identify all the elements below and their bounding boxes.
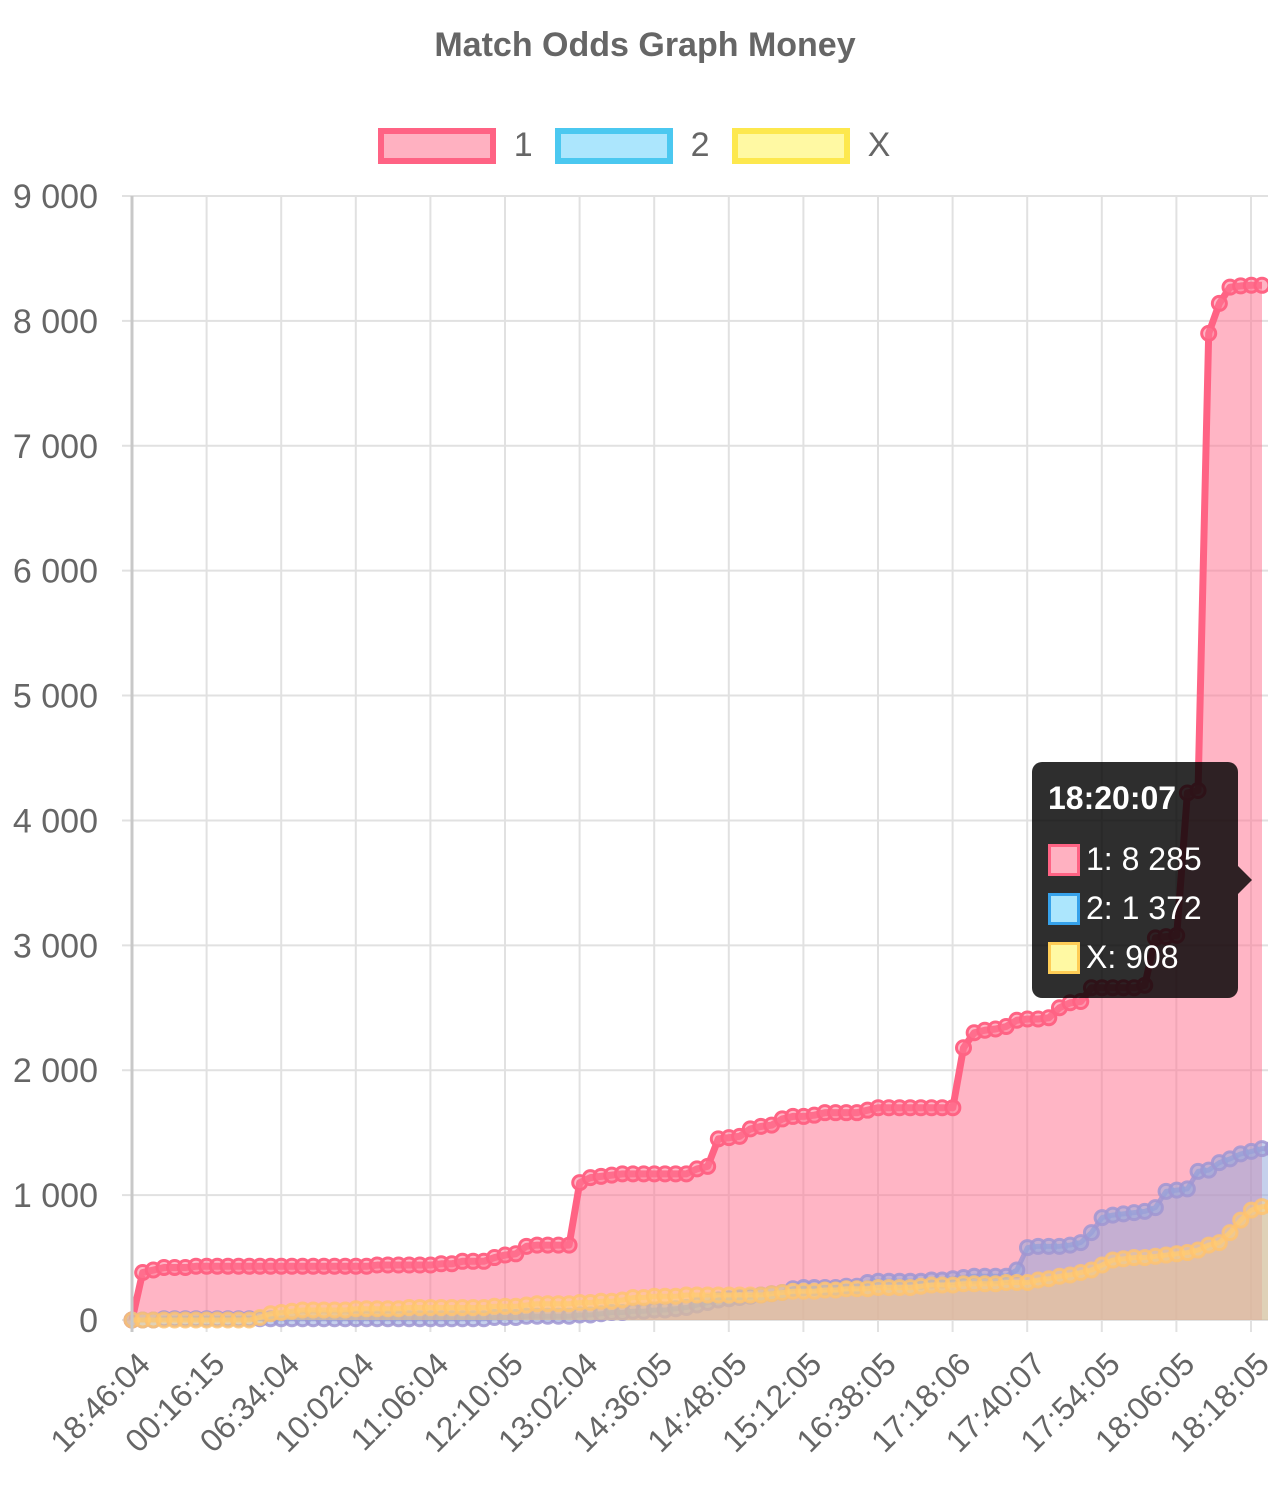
y-tick-label: 3 000 — [13, 927, 98, 965]
series-point-2 — [1253, 1140, 1268, 1158]
legend-swatch-1 — [377, 127, 496, 164]
legend-swatch-2 — [554, 127, 673, 164]
tooltip-row-1: 1: 8 285 — [1048, 835, 1222, 884]
legend-item-1[interactable]: 1 — [377, 126, 533, 165]
series-area-1 — [132, 285, 1262, 1321]
chart-title: Match Odds Graph Money — [434, 26, 856, 64]
series-point-1 — [560, 1236, 578, 1254]
series-point-X — [1253, 1198, 1268, 1216]
series-point-1 — [944, 1099, 962, 1117]
series-point-1 — [699, 1157, 717, 1175]
legend-label-2: 2 — [690, 126, 710, 164]
series-point-1 — [1253, 276, 1268, 294]
series-point-1 — [955, 1039, 973, 1057]
series-point-2 — [1072, 1234, 1090, 1252]
tooltip-swatch-2 — [1048, 892, 1080, 925]
y-tick-label: 8 000 — [13, 303, 98, 341]
tooltip-swatch-x — [1048, 941, 1080, 974]
y-tick-label: 0 — [79, 1302, 98, 1340]
legend-item-x[interactable]: X — [731, 126, 891, 165]
series-point-1 — [1040, 1009, 1058, 1027]
series-point-1 — [1200, 324, 1218, 342]
y-tick-label: 9 000 — [13, 178, 98, 216]
series-point-2 — [1008, 1261, 1026, 1279]
series-point-X — [1232, 1211, 1250, 1229]
y-tick-label: 2 000 — [13, 1052, 98, 1090]
area-layer — [123, 276, 1268, 1329]
legend-label-x: X — [867, 126, 891, 164]
legend-swatch-x — [731, 127, 850, 164]
y-tick-label: 7 000 — [13, 428, 98, 466]
tooltip-label-x: X: 908 — [1086, 939, 1179, 975]
y-tick-label: 5 000 — [13, 678, 98, 716]
series-point-2 — [1082, 1224, 1100, 1242]
tooltip-title: 18:20:07 — [1048, 780, 1177, 816]
tooltip-label-1: 1: 8 285 — [1086, 841, 1202, 877]
series-point-2 — [1264, 1141, 1268, 1156]
legend-item-2[interactable]: 2 — [554, 126, 710, 165]
tooltip-row-2: 2: 1 372 — [1048, 884, 1222, 933]
legend-label-1: 1 — [513, 126, 533, 164]
tooltip-row-x: X: 908 — [1048, 933, 1222, 982]
series-point-1 — [1210, 294, 1228, 312]
tooltip-swatch-1 — [1048, 843, 1080, 876]
chart-tooltip: 18:20:07 1: 8 285 2: 1 372 X: 908 — [1032, 762, 1252, 998]
series-line-X — [132, 1204, 1268, 1323]
y-tick-label: 4 000 — [13, 802, 98, 840]
series-point-X — [1210, 1234, 1228, 1252]
y-tick-label: 1 000 — [13, 1177, 98, 1215]
chart-legend: 1 2 X — [0, 126, 1268, 165]
y-tick-label: 6 000 — [13, 553, 98, 591]
series-point-2 — [1146, 1199, 1164, 1217]
series-point-X — [1221, 1224, 1239, 1242]
series-point-X — [1264, 1199, 1268, 1214]
tooltip-label-2: 2: 1 372 — [1086, 890, 1202, 926]
series-point-2 — [1178, 1180, 1196, 1198]
